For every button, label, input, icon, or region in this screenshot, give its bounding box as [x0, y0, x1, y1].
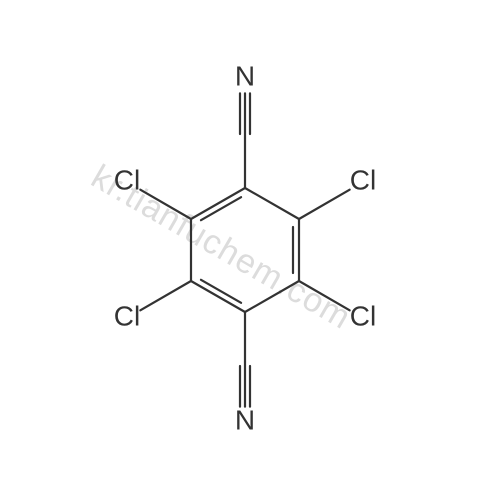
- atom-label-Cl: Cl: [114, 300, 140, 331]
- chemical-structure-canvas: kr.tianfuchem.com NClClNClCl: [0, 0, 500, 500]
- bond-group: [140, 93, 349, 406]
- atom-label-N: N: [235, 404, 255, 435]
- atom-label-Cl: Cl: [350, 300, 376, 331]
- atom-label-Cl: Cl: [114, 164, 140, 195]
- structure-svg: N Cl Cl N Cl Cl: [0, 0, 500, 500]
- atom-label-Cl: Cl: [350, 164, 376, 195]
- atom-label-N: N: [235, 60, 255, 91]
